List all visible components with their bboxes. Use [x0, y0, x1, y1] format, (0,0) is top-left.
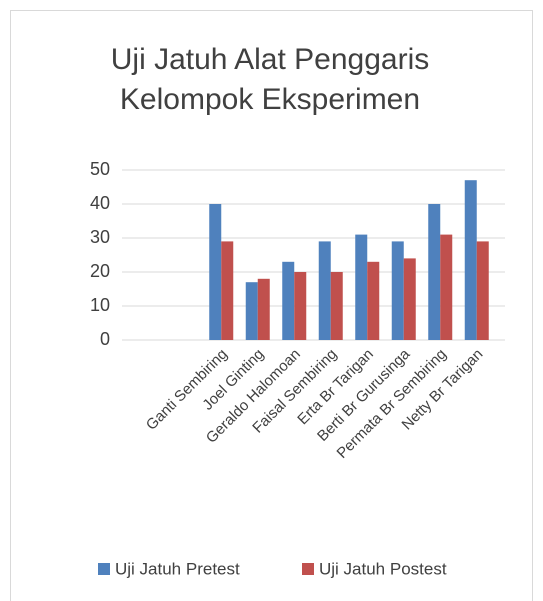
legend-swatch [302, 563, 314, 575]
bar [464, 180, 477, 340]
bar [257, 278, 270, 340]
bar [428, 204, 441, 340]
bar [318, 241, 331, 340]
y-tick-label: 0 [100, 329, 110, 349]
bar [391, 241, 404, 340]
y-tick-label: 50 [90, 159, 110, 179]
y-tick-label: 20 [90, 261, 110, 281]
y-tick-label: 10 [90, 295, 110, 315]
bar [282, 261, 295, 340]
chart-title: Uji Jatuh Alat Penggaris Kelompok Eksper… [110, 43, 430, 116]
legend-label: Uji Jatuh Postest [319, 559, 447, 578]
bar [440, 234, 453, 340]
bar [245, 282, 258, 340]
bar [209, 204, 222, 340]
bar [221, 241, 234, 340]
bar [403, 258, 416, 340]
legend-swatch [98, 563, 110, 575]
bar [294, 272, 307, 340]
chart-border [10, 10, 533, 601]
bar [330, 272, 343, 340]
bar [367, 261, 380, 340]
y-tick-label: 30 [90, 227, 110, 247]
y-tick-label: 40 [90, 193, 110, 213]
bar [476, 241, 489, 340]
legend-label: Uji Jatuh Pretest [115, 559, 240, 578]
bar [355, 234, 368, 340]
